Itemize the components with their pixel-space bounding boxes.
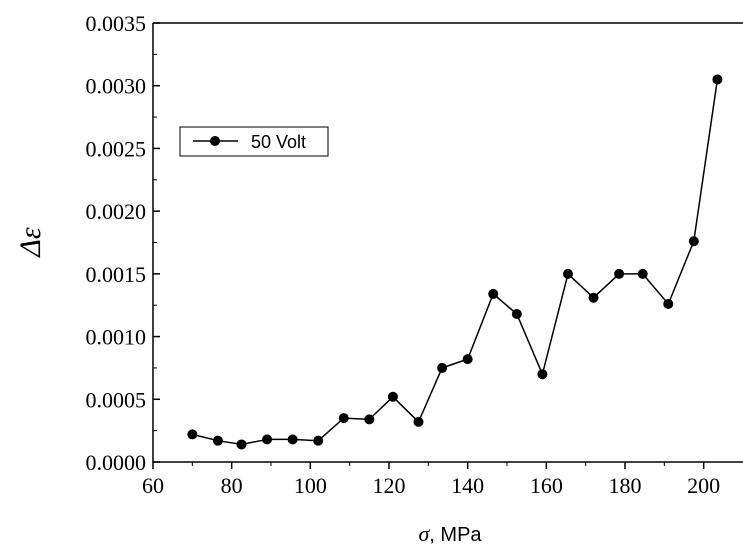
data-point (187, 429, 198, 440)
data-point (413, 416, 424, 427)
series-line (192, 79, 719, 446)
legend-label: 50 Volt (251, 132, 306, 152)
data-point (212, 435, 223, 446)
data-point (663, 298, 674, 309)
data-point (262, 434, 273, 445)
y-tick-label: 0.0010 (86, 325, 147, 350)
x-tick-label: 200 (687, 473, 720, 498)
legend-marker (210, 136, 220, 146)
data-point (313, 435, 324, 446)
x-axis-title: σ, MPa (418, 521, 482, 546)
y-tick-label: 0.0015 (86, 262, 147, 287)
y-tick-label: 0.0000 (86, 450, 147, 475)
data-point (287, 434, 298, 445)
data-point (387, 391, 398, 402)
y-tick-label: 0.0005 (86, 387, 147, 412)
data-point (338, 413, 349, 424)
x-tick-label: 160 (530, 473, 563, 498)
data-point (511, 308, 522, 319)
x-tick-label: 120 (373, 473, 406, 498)
y-tick-label: 0.0035 (86, 11, 147, 36)
y-axis-title: Δε (14, 227, 47, 258)
data-point (236, 439, 247, 450)
data-point (688, 236, 699, 247)
y-tick-label: 0.0025 (86, 136, 147, 161)
legend: 50 Volt (179, 126, 329, 157)
data-point (588, 292, 599, 303)
x-axis-ticks: 60 80 100 120 140 160 180 200 (142, 462, 720, 498)
data-point (562, 268, 573, 279)
y-tick-label: 0.0020 (86, 199, 147, 224)
data-point (537, 369, 548, 380)
x-tick-label: 80 (221, 473, 243, 498)
data-point (437, 362, 448, 373)
series-50-volt (187, 74, 723, 450)
x-tick-label: 100 (294, 473, 327, 498)
y-tick-label: 0.0030 (86, 74, 147, 99)
axes (152, 22, 743, 463)
data-point (712, 74, 723, 85)
data-point (614, 268, 625, 279)
data-point (488, 288, 499, 299)
data-point (637, 268, 648, 279)
x-tick-label: 140 (451, 473, 484, 498)
y-axis-ticks: 0.0000 0.0005 0.0010 0.0015 0.0020 0.0025 0.00… (86, 11, 160, 475)
x-axis-title-symbol: σ (418, 521, 430, 546)
data-point (364, 414, 375, 425)
x-tick-label: 180 (609, 473, 642, 498)
x-axis-title-unit: , MPa (429, 524, 482, 546)
data-point (462, 354, 473, 365)
x-tick-label: 60 (142, 473, 164, 498)
